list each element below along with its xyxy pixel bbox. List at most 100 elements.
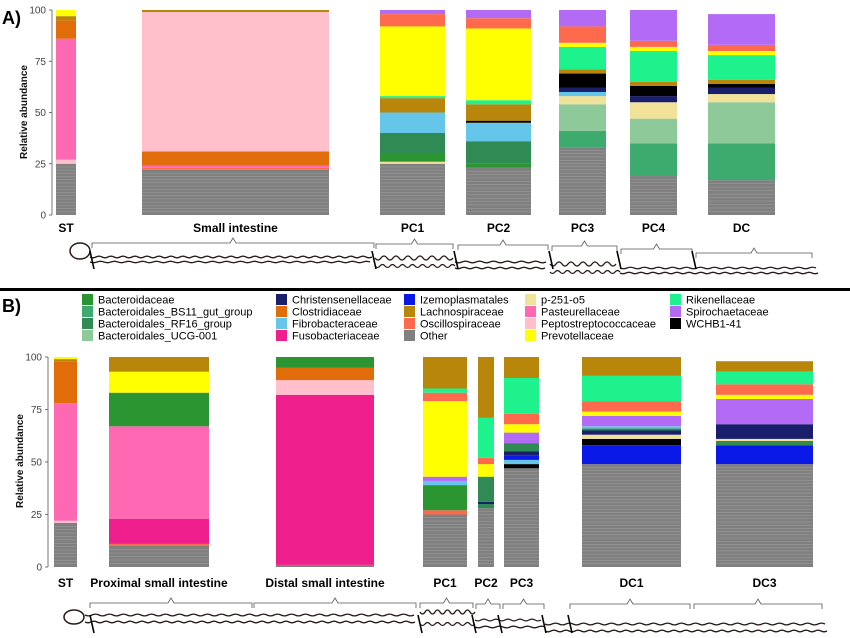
y-tick-label: 100	[29, 6, 46, 17]
legend-swatch	[670, 318, 681, 329]
segment-clostridiaceae	[56, 20, 76, 39]
legend-item-bacteroidaceae: Bacteroidaceae	[82, 294, 174, 307]
segment-wchb1-41	[708, 83, 775, 88]
region-divider	[89, 614, 95, 634]
segment-lachnospiraceae	[582, 357, 681, 376]
gut-outline	[454, 266, 546, 270]
gut-outline	[619, 266, 817, 270]
segment-pasteurellaceae	[56, 38, 76, 160]
region-divider	[371, 250, 377, 270]
segment-rikenellaceae	[582, 375, 681, 402]
category-label-dc: DC	[733, 221, 751, 235]
region-divider	[616, 250, 622, 270]
y-tick-label: 0	[36, 563, 42, 574]
segment-bacteroidaceae	[380, 153, 445, 162]
panel-a-gut-illustration	[69, 237, 819, 275]
segment-prevotellaceae	[466, 28, 531, 101]
y-tick-label: 75	[31, 405, 43, 416]
region-bracket	[695, 247, 813, 258]
segment-spirochaetaceae	[504, 432, 539, 444]
segment-spirochaetaceae	[559, 10, 606, 27]
gut-outline	[89, 255, 373, 259]
region-bracket	[91, 237, 375, 248]
region-divider	[691, 250, 697, 270]
category-label-pc3: PC3	[571, 221, 595, 235]
legend-item-fusobacteriaceae: Fusobacteriaceae	[276, 330, 379, 343]
region-divider	[567, 614, 573, 634]
segment-prevotellaceae	[54, 357, 77, 360]
segment-bacteroidales-ucg-001	[559, 104, 606, 131]
legend-item-spirochaetaceae: Spirochaetaceae	[670, 306, 769, 319]
region-bracket	[89, 597, 253, 608]
segment-lachnospiraceae	[466, 104, 531, 121]
legend-label: Other	[420, 331, 448, 343]
region-bracket	[502, 598, 545, 609]
segment-rikenellaceae	[504, 378, 539, 414]
segment-p-251-o5	[559, 96, 606, 105]
y-tick-label: 0	[40, 211, 46, 222]
segment-peptostreptococcaceae	[54, 520, 77, 523]
legend-swatch	[670, 306, 681, 317]
legend-item-bacteroidales-rf16-group: Bacteroidales_RF16_group	[82, 318, 232, 331]
segment-bacteroidales-rf16-group	[504, 443, 539, 452]
region-bracket	[620, 243, 693, 254]
segment-oscillospiraceae	[109, 543, 209, 546]
segment-prevotellaceae	[582, 411, 681, 416]
bar-dc1	[582, 357, 681, 567]
region-bracket	[475, 598, 501, 609]
segment-lachnospiraceae	[559, 69, 606, 74]
segment-christensenellaceae	[559, 87, 606, 92]
segment-fusobacteriaceae	[109, 518, 209, 544]
legend-label: Christensenellaceae	[292, 295, 392, 307]
legend-swatch	[276, 330, 287, 341]
segment-lachnospiraceae	[142, 10, 329, 13]
segment-christensenellaceae	[708, 87, 775, 95]
bar-proximal-small-intestine	[109, 357, 209, 567]
segment-bacteroidales-bs11-gut-group	[630, 143, 677, 177]
legend-item-fibrobacteraceae: Fibrobacteraceae	[276, 318, 378, 331]
region-divider	[417, 614, 423, 634]
y-tick-label: 50	[31, 458, 43, 469]
y-tick-label: 25	[31, 510, 43, 521]
legend: BacteroidaceaeBacteroidales_BS11_gut_gro…	[82, 294, 769, 343]
segment-pasteurellaceae	[54, 403, 77, 521]
legend-item-clostridiaceae: Clostridiaceae	[276, 306, 362, 319]
segment-other	[559, 147, 606, 215]
segment-bacteroidaceae	[276, 357, 374, 368]
segment-lachnospiraceae	[109, 357, 209, 372]
gut-outline	[374, 255, 454, 261]
segment-lachnospiraceae	[56, 16, 76, 21]
segment-spirochaetaceae	[708, 14, 775, 45]
legend-label: Bacteroidales_RF16_group	[98, 319, 232, 331]
gut-outline	[89, 260, 371, 264]
bar-dc	[708, 14, 775, 215]
segment-oscillospiraceae	[142, 167, 329, 170]
segment-christensenellaceae	[504, 451, 539, 456]
region-divider	[497, 614, 503, 634]
segment-wchb1-41	[582, 438, 681, 446]
category-label-proximal-small-intestine: Proximal small intestine	[90, 576, 228, 590]
legend-label: Peptostreptococcaceae	[541, 319, 656, 331]
segment-izemoplasmatales	[582, 445, 681, 465]
segment-p-251-o5	[380, 161, 445, 164]
legend-swatch	[525, 294, 536, 305]
gut-outline	[474, 618, 542, 622]
segment-spirochaetaceae	[630, 10, 677, 41]
segment-wchb1-41	[559, 73, 606, 88]
legend-item-bacteroidales-bs11-gut-group: Bacteroidales_BS11_gut_group	[82, 306, 253, 319]
segment-christensenellaceae	[716, 424, 813, 439]
segment-fibrobacteraceae	[582, 426, 681, 429]
segment-rikenellaceae	[380, 96, 445, 99]
panel-b-plot: 0 25 50 75 100 ST Proximal small intestine Dist…	[25, 353, 813, 590]
gut-outline	[549, 269, 621, 275]
segment-prevotellaceae	[109, 371, 209, 393]
y-tick-label: 100	[25, 353, 42, 364]
y-tick-label: 75	[35, 57, 47, 68]
segment-bacteroidales-ucg-001	[708, 102, 775, 144]
legend-swatch	[82, 306, 93, 317]
segment-spirochaetaceae	[423, 476, 467, 481]
gut-outline	[419, 609, 476, 615]
segment-oscillospiraceae	[423, 510, 467, 515]
segment-bacteroidaceae	[109, 392, 209, 427]
legend-label: Pasteurellaceae	[541, 307, 620, 319]
